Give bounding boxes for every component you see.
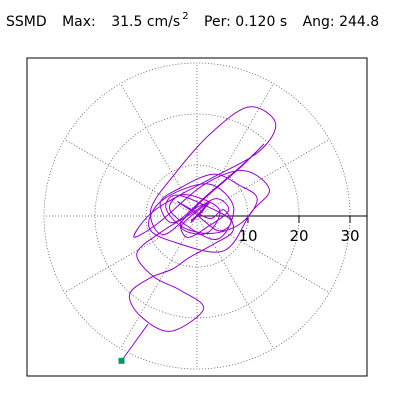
per-unit: s: [279, 14, 288, 30]
radial-tick-label-20: 20: [289, 227, 308, 245]
grid-spoke-330: [196, 215, 330, 293]
ang-value: 244.8: [339, 14, 380, 30]
grid-spoke-210: [64, 215, 198, 293]
per-value: 0.120: [235, 14, 276, 30]
per-label: Per:: [204, 14, 231, 30]
max-unit-exponent: 2: [182, 11, 189, 22]
grid-spoke-60: [196, 83, 274, 217]
max-unit: cm/s: [146, 14, 181, 30]
max-value: 31.5: [111, 14, 143, 30]
plot-frame: [26, 57, 368, 377]
ang-label: Ang:: [302, 14, 335, 30]
chart-header: SSMD Max: 31.5 cm/s 2 Per: 0.120 s Ang: 2…: [6, 11, 380, 30]
orbit-line: [128, 106, 277, 332]
max-marker: [118, 357, 125, 364]
max-point: [118, 357, 125, 364]
orbit-series: [121, 106, 277, 362]
orbit-tail: [121, 323, 149, 362]
chart-title: SSMD: [6, 14, 47, 30]
radial-tick-label-30: 30: [340, 227, 359, 245]
grid-spoke-120: [120, 83, 198, 217]
grid-spoke-150: [64, 139, 198, 217]
max-label: Max:: [62, 14, 96, 30]
radial-tick-label-10: 10: [238, 227, 257, 245]
grid-spoke-300: [196, 215, 274, 349]
